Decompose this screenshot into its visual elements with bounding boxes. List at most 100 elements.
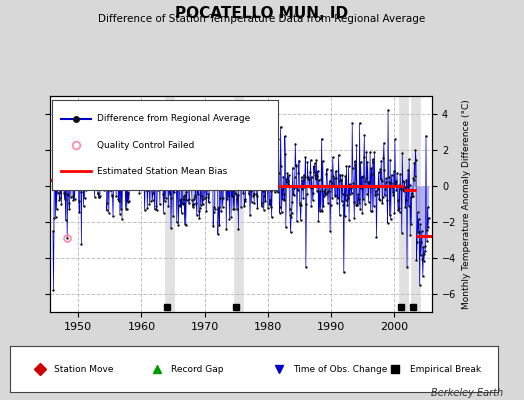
Point (114, 196, 123, 202)
Point (364, 198, 373, 205)
Point (111, 177, 119, 184)
Point (223, 168, 231, 174)
Point (120, 142, 128, 148)
Point (276, 123, 285, 130)
Point (180, 196, 188, 202)
Point (342, 163, 351, 169)
Point (256, 164, 265, 171)
Point (204, 194, 213, 200)
Point (82, 122, 91, 128)
Point (212, 185, 220, 192)
Point (228, 188, 237, 194)
Point (114, 172, 122, 178)
Point (385, 174, 393, 180)
Point (242, 178, 250, 185)
Point (166, 191, 174, 198)
Point (268, 183, 276, 190)
Point (335, 212, 344, 218)
Point (234, 192, 242, 198)
Point (384, 220, 392, 226)
Point (312, 176, 320, 183)
Point (106, 171, 115, 178)
Point (238, 138, 247, 144)
Point (422, 132, 430, 139)
Point (289, 191, 298, 198)
Point (73, 175, 82, 182)
Point (334, 195, 342, 201)
Point (343, 201, 352, 208)
Point (132, 174, 140, 180)
Point (134, 137, 142, 143)
Point (271, 177, 279, 184)
Point (98, 165, 106, 171)
Point (137, 165, 146, 171)
Point (179, 200, 187, 207)
Point (373, 191, 381, 197)
Point (250, 174, 259, 180)
Point (147, 175, 156, 182)
Point (162, 165, 171, 172)
Point (185, 149, 194, 155)
Point (353, 202, 362, 208)
Point (115, 198, 123, 204)
Point (62, 143, 70, 150)
Point (359, 154, 368, 160)
Point (400, 179, 409, 186)
Point (270, 183, 278, 189)
Point (243, 164, 252, 170)
Point (196, 177, 205, 184)
Point (293, 218, 301, 225)
Point (102, 162, 111, 168)
Point (377, 157, 385, 164)
Point (320, 192, 328, 199)
Point (372, 233, 380, 240)
Point (214, 206, 223, 212)
Point (201, 182, 210, 189)
Point (319, 202, 328, 209)
Point (49, 228, 57, 234)
Point (77, 240, 85, 247)
Point (71, 166, 80, 172)
Point (118, 215, 126, 222)
Point (313, 188, 321, 194)
Point (324, 200, 332, 206)
Point (69, 193, 77, 200)
Point (208, 167, 216, 173)
Point (331, 193, 340, 200)
Point (229, 206, 237, 212)
Point (330, 183, 338, 190)
Point (150, 184, 158, 190)
Point (146, 168, 154, 174)
Point (139, 177, 148, 183)
Point (198, 193, 206, 200)
Point (399, 178, 407, 184)
Point (185, 195, 193, 202)
Point (299, 177, 307, 183)
Point (92, 158, 100, 165)
Point (127, 172, 136, 179)
Point (286, 212, 294, 218)
Point (190, 195, 199, 202)
Point (104, 178, 113, 184)
Point (123, 206, 131, 212)
Point (403, 183, 412, 190)
Point (417, 238, 425, 245)
Point (91, 165, 99, 172)
Point (157, 168, 165, 174)
Point (53, 147, 61, 153)
Point (215, 222, 224, 229)
Point (69, 197, 78, 204)
Point (188, 197, 196, 203)
Point (315, 208, 324, 215)
Point (117, 206, 125, 213)
Point (375, 196, 383, 202)
Point (231, 190, 239, 196)
Point (384, 107, 392, 114)
Point (311, 172, 320, 178)
Point (184, 163, 192, 169)
Point (257, 169, 265, 176)
Point (211, 148, 220, 154)
Point (130, 171, 139, 177)
Point (416, 282, 424, 288)
Point (332, 174, 341, 181)
